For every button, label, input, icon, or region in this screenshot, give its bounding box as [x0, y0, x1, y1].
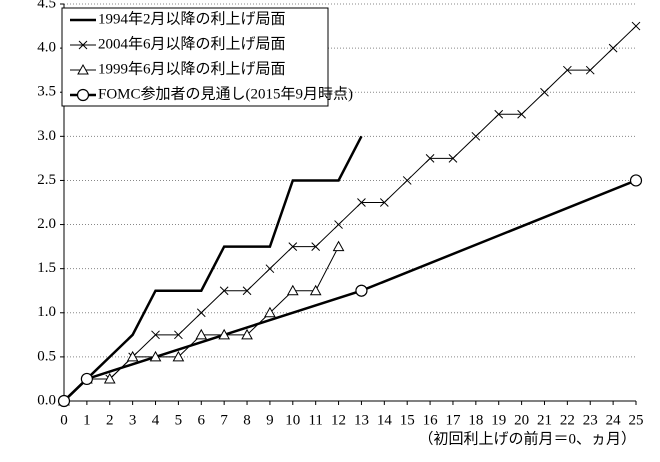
marker: [77, 63, 89, 75]
y-tick-label: 1.0: [37, 304, 56, 320]
marker: [76, 88, 90, 102]
legend-label: 1999年6月以降の利上げ局面: [98, 60, 286, 77]
x-tick-label: 1: [83, 412, 91, 428]
marker: [288, 242, 298, 251]
x-tick-label: 16: [423, 412, 439, 428]
x-tick-label: 8: [243, 412, 251, 428]
marker: [80, 372, 93, 386]
x-axis-label: （初回利上げの前月＝0、ヵ月）: [418, 430, 636, 447]
legend-label: 1994年2月以降の利上げ局面: [98, 10, 286, 27]
marker: [448, 154, 458, 163]
y-tick-label: 2.0: [37, 216, 56, 232]
x-tick-label: 0: [60, 412, 68, 428]
marker: [196, 308, 206, 318]
marker: [357, 198, 366, 207]
marker: [334, 220, 343, 229]
x-tick-label: 4: [152, 412, 160, 428]
marker: [78, 40, 88, 50]
x-tick-label: 5: [175, 412, 183, 428]
marker: [265, 264, 275, 274]
x-tick-label: 2: [106, 412, 114, 428]
marker: [286, 284, 299, 296]
y-tick-label: 4.5: [37, 0, 56, 11]
marker: [563, 65, 572, 75]
marker: [242, 286, 252, 296]
x-tick-label: 17: [445, 412, 461, 428]
marker: [172, 350, 185, 362]
x-tick-label: 19: [491, 412, 506, 428]
marker: [608, 43, 618, 53]
marker: [126, 350, 139, 362]
marker: [219, 286, 229, 296]
x-tick-label: 21: [537, 412, 552, 428]
x-tick-label: 23: [583, 412, 598, 428]
y-tick-label: 0.0: [37, 392, 56, 408]
legend-box: [61, 7, 329, 107]
series-line: [63, 135, 363, 402]
y-tick-label: 0.5: [37, 348, 56, 364]
marker: [540, 87, 549, 97]
marker: [402, 176, 412, 185]
x-tick-label: 14: [377, 412, 393, 428]
x-tick-label: 12: [331, 412, 346, 428]
marker: [264, 306, 276, 318]
series-line: [63, 246, 340, 402]
x-tick-label: 20: [514, 412, 529, 428]
marker: [311, 242, 321, 251]
legend-label: FOMC参加者の見通し(2015年9月時点): [98, 85, 353, 102]
x-tick-label: 9: [266, 412, 274, 428]
x-tick-label: 3: [129, 412, 137, 428]
marker: [629, 174, 643, 187]
marker: [379, 198, 389, 207]
x-tick-label: 15: [400, 412, 415, 428]
marker: [195, 328, 208, 340]
marker: [355, 284, 368, 297]
x-tick-label: 22: [560, 412, 575, 428]
marker: [631, 21, 641, 31]
marker: [425, 154, 435, 163]
marker: [585, 65, 595, 75]
x-tick-label: 10: [285, 412, 300, 428]
x-tick-label: 13: [354, 412, 369, 428]
x-tick-label: 6: [198, 412, 206, 428]
y-tick-label: 3.0: [37, 128, 56, 144]
marker: [309, 284, 322, 296]
x-tick-label: 18: [468, 412, 483, 428]
marker: [332, 240, 345, 252]
marker: [151, 330, 160, 340]
y-tick-label: 4.0: [37, 40, 56, 56]
y-tick-label: 1.5: [37, 260, 56, 276]
legend-label: 2004年6月以降の利上げ局面: [98, 35, 286, 52]
marker: [149, 350, 162, 362]
x-tick-label: 24: [606, 412, 622, 428]
marker: [241, 328, 253, 340]
x-tick-label: 11: [308, 412, 322, 428]
marker: [174, 330, 183, 340]
y-tick-label: 2.5: [37, 172, 56, 188]
y-tick-label: 3.5: [37, 84, 56, 100]
x-tick-label: 25: [629, 412, 644, 428]
marker: [494, 109, 504, 119]
marker: [471, 131, 481, 141]
marker: [218, 328, 231, 340]
legend: 1994年2月以降の利上げ局面 2004年6月以降の利上げ局面 1999年6月以降の…: [61, 7, 353, 107]
marker: [57, 394, 71, 408]
marker: [103, 372, 116, 384]
x-tick-label: 7: [220, 412, 228, 428]
marker: [517, 109, 526, 119]
